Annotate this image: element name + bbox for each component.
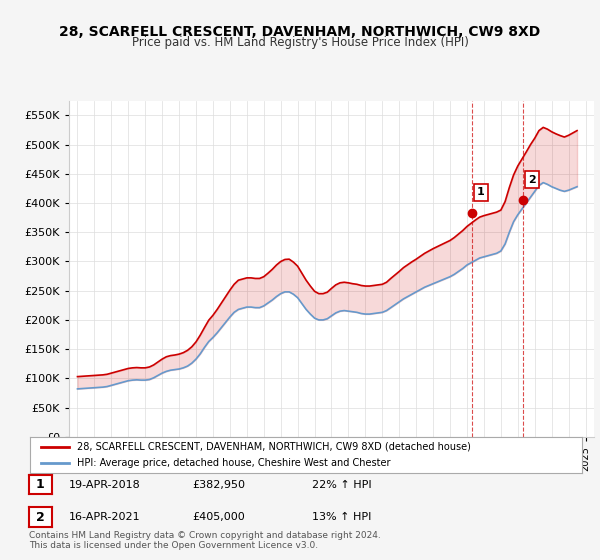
Text: 16-APR-2021: 16-APR-2021 [69,512,140,522]
Text: 28, SCARFELL CRESCENT, DAVENHAM, NORTHWICH, CW9 8XD: 28, SCARFELL CRESCENT, DAVENHAM, NORTHWI… [59,25,541,39]
Text: 28, SCARFELL CRESCENT, DAVENHAM, NORTHWICH, CW9 8XD (detached house): 28, SCARFELL CRESCENT, DAVENHAM, NORTHWI… [77,442,471,452]
Text: 22% ↑ HPI: 22% ↑ HPI [312,480,371,490]
Text: 2: 2 [36,511,44,524]
Text: Contains HM Land Registry data © Crown copyright and database right 2024.
This d: Contains HM Land Registry data © Crown c… [29,530,380,550]
Text: HPI: Average price, detached house, Cheshire West and Chester: HPI: Average price, detached house, Ches… [77,458,391,468]
Text: 1: 1 [36,478,44,491]
Text: 1: 1 [477,188,485,198]
Text: 2: 2 [528,175,536,185]
Text: 19-APR-2018: 19-APR-2018 [69,480,141,490]
Text: £382,950: £382,950 [192,480,245,490]
Text: 13% ↑ HPI: 13% ↑ HPI [312,512,371,522]
Text: £405,000: £405,000 [192,512,245,522]
Text: Price paid vs. HM Land Registry's House Price Index (HPI): Price paid vs. HM Land Registry's House … [131,36,469,49]
